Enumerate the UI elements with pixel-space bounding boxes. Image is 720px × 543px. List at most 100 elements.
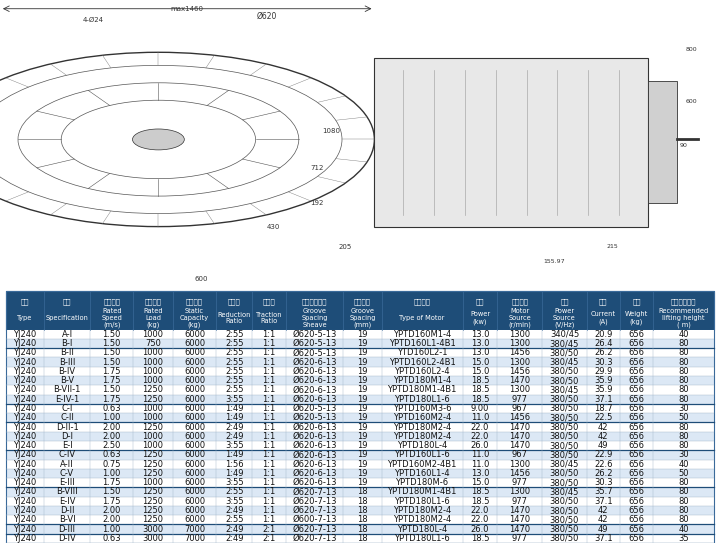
- Text: 1000: 1000: [143, 404, 163, 413]
- Text: 6000: 6000: [184, 330, 205, 339]
- Text: 1.50: 1.50: [102, 339, 121, 348]
- Text: 656: 656: [629, 386, 644, 394]
- Bar: [6, 330, 714, 339]
- Text: 1000: 1000: [143, 367, 163, 376]
- Text: 380/50: 380/50: [550, 348, 579, 357]
- Bar: [6, 395, 714, 404]
- Text: YJ240: YJ240: [13, 330, 37, 339]
- Text: 15.0: 15.0: [471, 358, 489, 367]
- Text: 26.4: 26.4: [594, 339, 613, 348]
- Text: 380/50: 380/50: [550, 395, 579, 403]
- Text: Power
(kw): Power (kw): [470, 311, 490, 325]
- Text: Ø620-7-13: Ø620-7-13: [292, 488, 337, 496]
- Text: 2.00: 2.00: [102, 432, 121, 441]
- Text: 1470: 1470: [509, 376, 531, 385]
- Text: 11.0: 11.0: [471, 450, 489, 459]
- Text: 1:1: 1:1: [262, 515, 276, 525]
- Bar: [6, 291, 714, 330]
- Text: 6000: 6000: [184, 358, 205, 367]
- Text: Type: Type: [17, 315, 32, 321]
- Text: Ø620-6-13: Ø620-6-13: [292, 450, 337, 459]
- Text: Ø620-7-13: Ø620-7-13: [292, 497, 337, 506]
- Text: 1300: 1300: [509, 358, 531, 367]
- Text: YJ240: YJ240: [13, 506, 37, 515]
- Text: YJ240: YJ240: [13, 488, 37, 496]
- Text: 42: 42: [598, 432, 608, 441]
- Text: 3000: 3000: [143, 525, 163, 534]
- Text: YPTD180M1-4B1: YPTD180M1-4B1: [387, 488, 456, 496]
- Text: A-I: A-I: [61, 330, 73, 339]
- Bar: [6, 339, 714, 348]
- Text: 1250: 1250: [143, 450, 163, 459]
- Text: Ø620-5-13: Ø620-5-13: [292, 330, 337, 339]
- Text: 1000: 1000: [143, 330, 163, 339]
- Text: 19: 19: [357, 367, 368, 376]
- Text: Reduction
Ratio: Reduction Ratio: [217, 312, 251, 324]
- Text: 1300: 1300: [509, 339, 531, 348]
- Text: YJ240: YJ240: [13, 432, 37, 441]
- Text: 1:1: 1:1: [262, 348, 276, 357]
- Text: 380/50: 380/50: [550, 450, 579, 459]
- Text: 1.50: 1.50: [102, 488, 121, 496]
- Text: Ø620-6-13: Ø620-6-13: [292, 460, 337, 469]
- Text: YPTD180L-4: YPTD180L-4: [397, 441, 447, 450]
- Bar: [648, 81, 677, 204]
- Text: D-IV: D-IV: [58, 534, 76, 543]
- Text: YPTD180M1-4: YPTD180M1-4: [393, 376, 451, 385]
- Text: YJ240: YJ240: [13, 497, 37, 506]
- Text: 20.9: 20.9: [594, 330, 613, 339]
- Text: YPTD160L1-4B1: YPTD160L1-4B1: [389, 339, 456, 348]
- Text: 155.97: 155.97: [544, 259, 565, 264]
- Text: 1470: 1470: [509, 422, 531, 432]
- Text: 1250: 1250: [143, 515, 163, 525]
- Text: 1456: 1456: [509, 348, 531, 357]
- Text: Ø620-6-13: Ø620-6-13: [292, 478, 337, 487]
- Text: 1470: 1470: [509, 525, 531, 534]
- Text: 30.3: 30.3: [594, 358, 613, 367]
- Text: 656: 656: [629, 506, 644, 515]
- Text: 49: 49: [598, 525, 608, 534]
- Text: 13.0: 13.0: [471, 469, 490, 478]
- Text: 18: 18: [357, 488, 368, 496]
- Text: 1300: 1300: [509, 460, 531, 469]
- Text: 80: 80: [678, 497, 689, 506]
- Text: 静态载荷: 静态载荷: [186, 298, 203, 305]
- Text: 6000: 6000: [184, 469, 205, 478]
- Text: 656: 656: [629, 348, 644, 357]
- Text: 1470: 1470: [509, 441, 531, 450]
- Text: 1.50: 1.50: [102, 386, 121, 394]
- Text: YJ240: YJ240: [13, 441, 37, 450]
- Text: 18.7: 18.7: [594, 404, 613, 413]
- Text: E-IV: E-IV: [59, 497, 76, 506]
- Text: 1456: 1456: [509, 367, 531, 376]
- Text: 13.0: 13.0: [471, 330, 490, 339]
- Text: 19: 19: [357, 413, 368, 422]
- Text: YJ240: YJ240: [13, 413, 37, 422]
- Bar: [6, 534, 714, 543]
- Bar: [6, 348, 714, 357]
- Text: E-IV-1: E-IV-1: [55, 395, 79, 403]
- Text: 1080: 1080: [323, 128, 340, 134]
- Text: 49: 49: [598, 441, 608, 450]
- Text: 192: 192: [310, 200, 323, 206]
- Bar: [6, 367, 714, 376]
- Bar: [6, 376, 714, 386]
- Text: 19: 19: [357, 422, 368, 432]
- Text: 6000: 6000: [184, 413, 205, 422]
- Text: 1000: 1000: [143, 358, 163, 367]
- Text: 1456: 1456: [509, 469, 531, 478]
- Text: YJ240: YJ240: [13, 376, 37, 385]
- Text: YPTD180M2-4: YPTD180M2-4: [393, 422, 451, 432]
- Text: YPTD180M2-4: YPTD180M2-4: [393, 515, 451, 525]
- Bar: [6, 478, 714, 487]
- Text: 自重: 自重: [632, 298, 641, 305]
- Text: 656: 656: [629, 376, 644, 385]
- Text: YJ240: YJ240: [13, 450, 37, 459]
- Text: 22.0: 22.0: [471, 422, 489, 432]
- Text: 型号: 型号: [21, 298, 29, 305]
- Text: 80: 80: [678, 339, 689, 348]
- Text: 1250: 1250: [143, 506, 163, 515]
- Text: 1:1: 1:1: [262, 330, 276, 339]
- Bar: [6, 357, 714, 367]
- Text: 18.5: 18.5: [471, 534, 490, 543]
